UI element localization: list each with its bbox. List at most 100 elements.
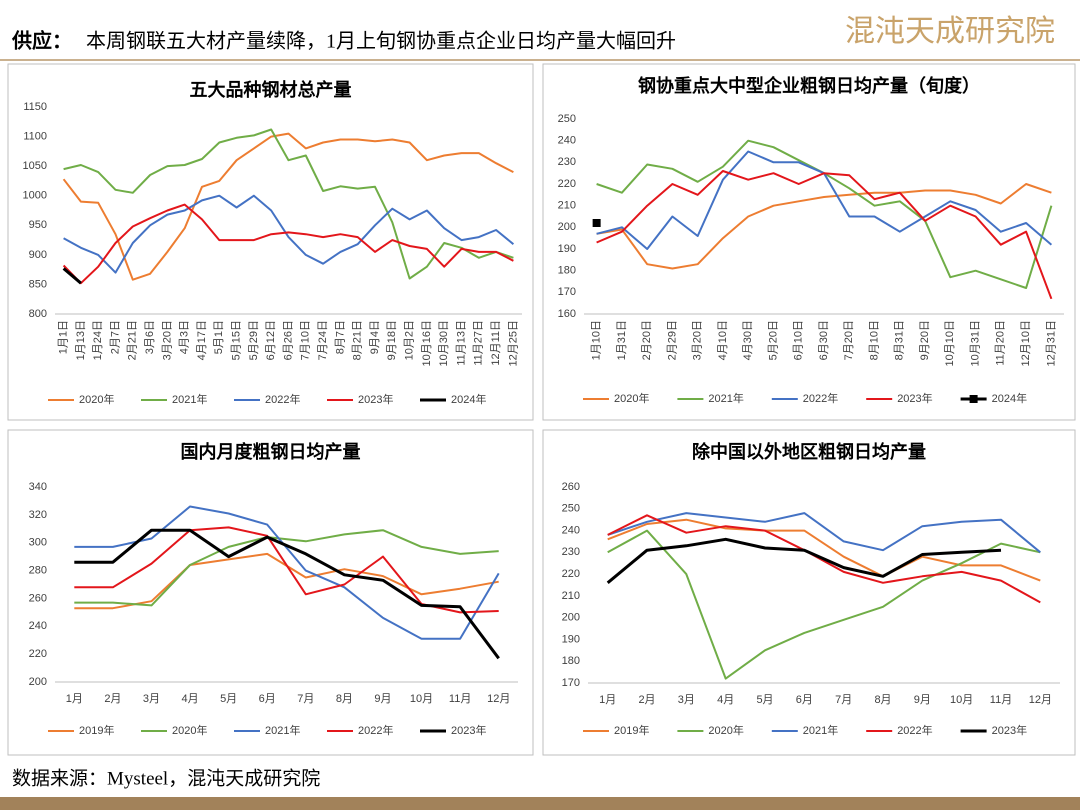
x-tick-label: 1月31日 (616, 320, 628, 360)
y-tick-label: 300 (29, 537, 47, 549)
x-tick-label: 10月16日 (421, 320, 433, 366)
y-tick-label: 1100 (23, 130, 47, 142)
panel (7, 429, 534, 756)
x-tick-label: 11月27日 (473, 320, 485, 366)
chart-title: 除中国以外地区粗钢日均产量 (692, 441, 926, 462)
x-tick-label: 4月17日 (196, 320, 208, 360)
x-tick-label: 12月25日 (507, 320, 519, 366)
logo: 混沌天成研究院 (845, 15, 1055, 48)
y-tick-label: 200 (29, 676, 47, 688)
y-tick-label: 240 (29, 620, 47, 632)
x-tick-label: 4月30日 (742, 320, 754, 360)
x-tick-label: 11月13日 (455, 320, 467, 366)
x-tick-label: 1月 (66, 693, 83, 705)
y-tick-label: 230 (558, 156, 576, 168)
y-tick-label: 210 (562, 590, 580, 602)
y-tick-label: 220 (562, 568, 580, 580)
legend-label: 2022年 (803, 391, 838, 405)
x-tick-label: 12月 (487, 693, 510, 705)
x-tick-label: 3月6日 (144, 320, 156, 354)
legend-label: 2022年 (265, 392, 300, 406)
series-line (62, 267, 82, 285)
x-tick-label: 9月 (374, 693, 391, 705)
x-tick-label: 8月 (336, 693, 353, 705)
x-tick-label: 1月13日 (75, 320, 87, 360)
y-tick-label: 230 (562, 546, 580, 558)
header-label: 供应： (11, 29, 72, 53)
x-tick-label: 12月10日 (1020, 320, 1032, 366)
series-line (63, 128, 514, 280)
y-tick-label: 240 (562, 524, 580, 536)
y-tick-label: 280 (29, 564, 47, 576)
series-line (596, 183, 1052, 270)
series-line (596, 170, 1053, 300)
x-tick-label: 2月 (638, 694, 655, 706)
x-tick-label: 5月20日 (767, 320, 779, 360)
x-tick-label: 6月12日 (265, 320, 277, 360)
legend-label: 2023年 (358, 392, 393, 406)
legend-label: 2020年 (172, 723, 207, 737)
y-tick-label: 170 (558, 286, 576, 298)
legend-label: 2020年 (614, 391, 649, 405)
x-tick-label: 6月10日 (793, 320, 805, 360)
y-tick-label: 220 (29, 648, 47, 660)
panel (7, 63, 534, 421)
legend-label: 2021年 (708, 391, 743, 405)
x-tick-label: 8月10日 (868, 320, 880, 360)
x-tick-label: 8月31日 (894, 320, 906, 360)
y-tick-label: 950 (29, 219, 47, 231)
x-tick-label: 11月20日 (995, 320, 1007, 366)
x-tick-label: 12月31日 (1045, 320, 1057, 366)
x-tick-label: 1月 (599, 694, 616, 706)
x-tick-label: 9月 (914, 694, 931, 706)
x-tick-label: 5月1日 (213, 320, 225, 354)
x-tick-label: 11月 (990, 694, 1012, 706)
y-tick-label: 850 (29, 278, 47, 290)
x-tick-label: 2月20日 (641, 320, 653, 360)
x-tick-label: 2月7日 (109, 320, 121, 354)
x-tick-label: 7月20日 (843, 320, 855, 360)
legend-label: 2021年 (172, 392, 207, 406)
x-tick-label: 3月20日 (692, 320, 704, 360)
x-tick-label: 10月2日 (403, 320, 415, 360)
chart-title: 国内月度粗钢日均产量 (181, 441, 361, 462)
x-tick-label: 5月 (220, 693, 237, 705)
legend-label: 2019年 (79, 723, 114, 737)
y-tick-label: 210 (558, 200, 576, 212)
series-line (62, 203, 514, 285)
x-tick-label: 7月 (297, 693, 314, 705)
y-tick-label: 200 (558, 221, 576, 233)
x-tick-label: 9月18日 (386, 320, 398, 360)
x-tick-label: 3月20日 (161, 320, 173, 360)
x-tick-label: 11月 (449, 693, 471, 705)
x-tick-label: 10月 (950, 694, 973, 706)
x-tick-label: 10月31日 (969, 320, 981, 366)
y-tick-label: 170 (562, 677, 580, 689)
y-tick-label: 260 (562, 481, 580, 493)
y-tick-label: 190 (562, 633, 580, 645)
x-tick-label: 8月 (874, 694, 891, 706)
x-tick-label: 5月15日 (231, 320, 243, 360)
x-tick-label: 8月21日 (352, 320, 364, 360)
y-tick-label: 240 (558, 135, 576, 147)
x-tick-label: 7月10日 (300, 320, 312, 360)
series-line (62, 132, 514, 281)
footer-band (0, 797, 1080, 810)
legend-label: 2021年 (803, 723, 838, 737)
x-tick-label: 10月30日 (438, 320, 450, 366)
y-tick-label: 180 (558, 265, 576, 277)
y-tick-label: 220 (558, 178, 576, 190)
y-tick-label: 1150 (23, 101, 47, 113)
y-tick-label: 200 (562, 612, 580, 624)
x-tick-label: 1月1日 (58, 320, 70, 354)
x-tick-label: 6月30日 (818, 320, 830, 360)
x-tick-label: 3月 (143, 693, 160, 705)
legend-label: 2023年 (897, 391, 932, 405)
chart-title: 五大品种钢材总产量 (190, 79, 352, 100)
x-tick-label: 2月21日 (127, 320, 139, 360)
chart-title: 钢协重点大中型企业粗钢日均产量（旬度） (638, 75, 980, 96)
y-tick-label: 260 (29, 592, 47, 604)
y-tick-label: 900 (29, 249, 47, 261)
series-line (74, 529, 499, 607)
